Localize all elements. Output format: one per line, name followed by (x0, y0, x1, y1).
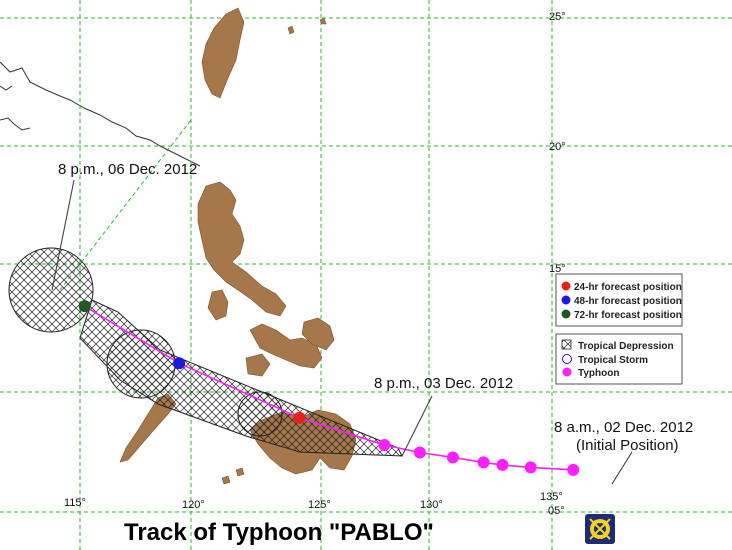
sulu-islands (221, 467, 245, 485)
mindoro-island (207, 289, 229, 321)
green-dot-icon (561, 309, 571, 319)
red-dot-icon (561, 281, 571, 291)
legend-tropical-depression: Tropical Depression (578, 341, 674, 352)
track-line (84, 305, 574, 471)
legend-tropical-storm: Tropical Storm (578, 355, 648, 366)
legend-forecast-48: 48-hr forecast position (574, 296, 682, 307)
lat-label-05: 05° (548, 505, 565, 517)
track-point-observed-4 (477, 456, 490, 469)
forecast-point-48hr (173, 357, 186, 370)
track-point-observed-7 (378, 439, 391, 452)
luzon-island (197, 181, 287, 317)
lon-label-135: 135° (540, 491, 563, 503)
uncertainty-cone (8, 247, 403, 457)
track-points (78, 300, 580, 476)
legend-forecast-box (555, 273, 683, 327)
legend-forecast-24: 24-hr forecast position (574, 282, 682, 293)
track-point-observed-6 (413, 446, 426, 459)
lat-label-15: 15° (549, 263, 566, 275)
annotation-initial-note: (Initial Position) (576, 437, 679, 454)
forecast-point-24hr (293, 411, 306, 424)
annotation-day5-time: 8 p.m., 06 Dec. 2012 (58, 161, 197, 178)
lon-label-130: 130° (420, 499, 443, 511)
track-point-observed-5 (446, 451, 459, 464)
taiwan-island (201, 7, 245, 99)
legend-forecast-72: 72-hr forecast position (574, 310, 682, 321)
panay-island (245, 353, 271, 377)
annotation-day2-time: 8 p.m., 03 Dec. 2012 (374, 375, 513, 392)
lat-label-25: 25° (549, 11, 566, 23)
map-title: Track of Typhoon "PABLO" (124, 519, 434, 546)
track-point-observed-3 (496, 458, 509, 471)
agency-logo-icon (585, 514, 615, 544)
track-point-observed-1 (567, 463, 580, 476)
lon-label-120: 120° (182, 499, 205, 511)
annotation-initial-time: 8 a.m., 02 Dec. 2012 (554, 419, 693, 436)
legend-category-box (555, 333, 683, 385)
small-island-1 (287, 25, 295, 35)
small-island-2 (319, 17, 327, 25)
blue-dot-icon (561, 295, 571, 305)
legend: 24-hr forecast position 48-hr forecast p… (555, 273, 683, 385)
visayas-islands (249, 323, 323, 369)
legend-typhoon: Typhoon (578, 368, 619, 379)
lon-label-125: 125° (308, 499, 331, 511)
coastline-detail (0, 85, 31, 131)
magenta-dot-icon (562, 367, 572, 377)
hatched-square-icon (561, 339, 572, 350)
samar-island (301, 317, 335, 351)
hollow-blue-circle-icon (562, 354, 572, 364)
leader-lines (51, 179, 633, 485)
track-point-observed-2 (524, 461, 537, 474)
lat-label-20: 20° (549, 141, 566, 153)
mainland-coastline (0, 61, 201, 167)
forecast-point-72hr (78, 300, 91, 313)
lon-label-115: 115° (64, 497, 86, 509)
